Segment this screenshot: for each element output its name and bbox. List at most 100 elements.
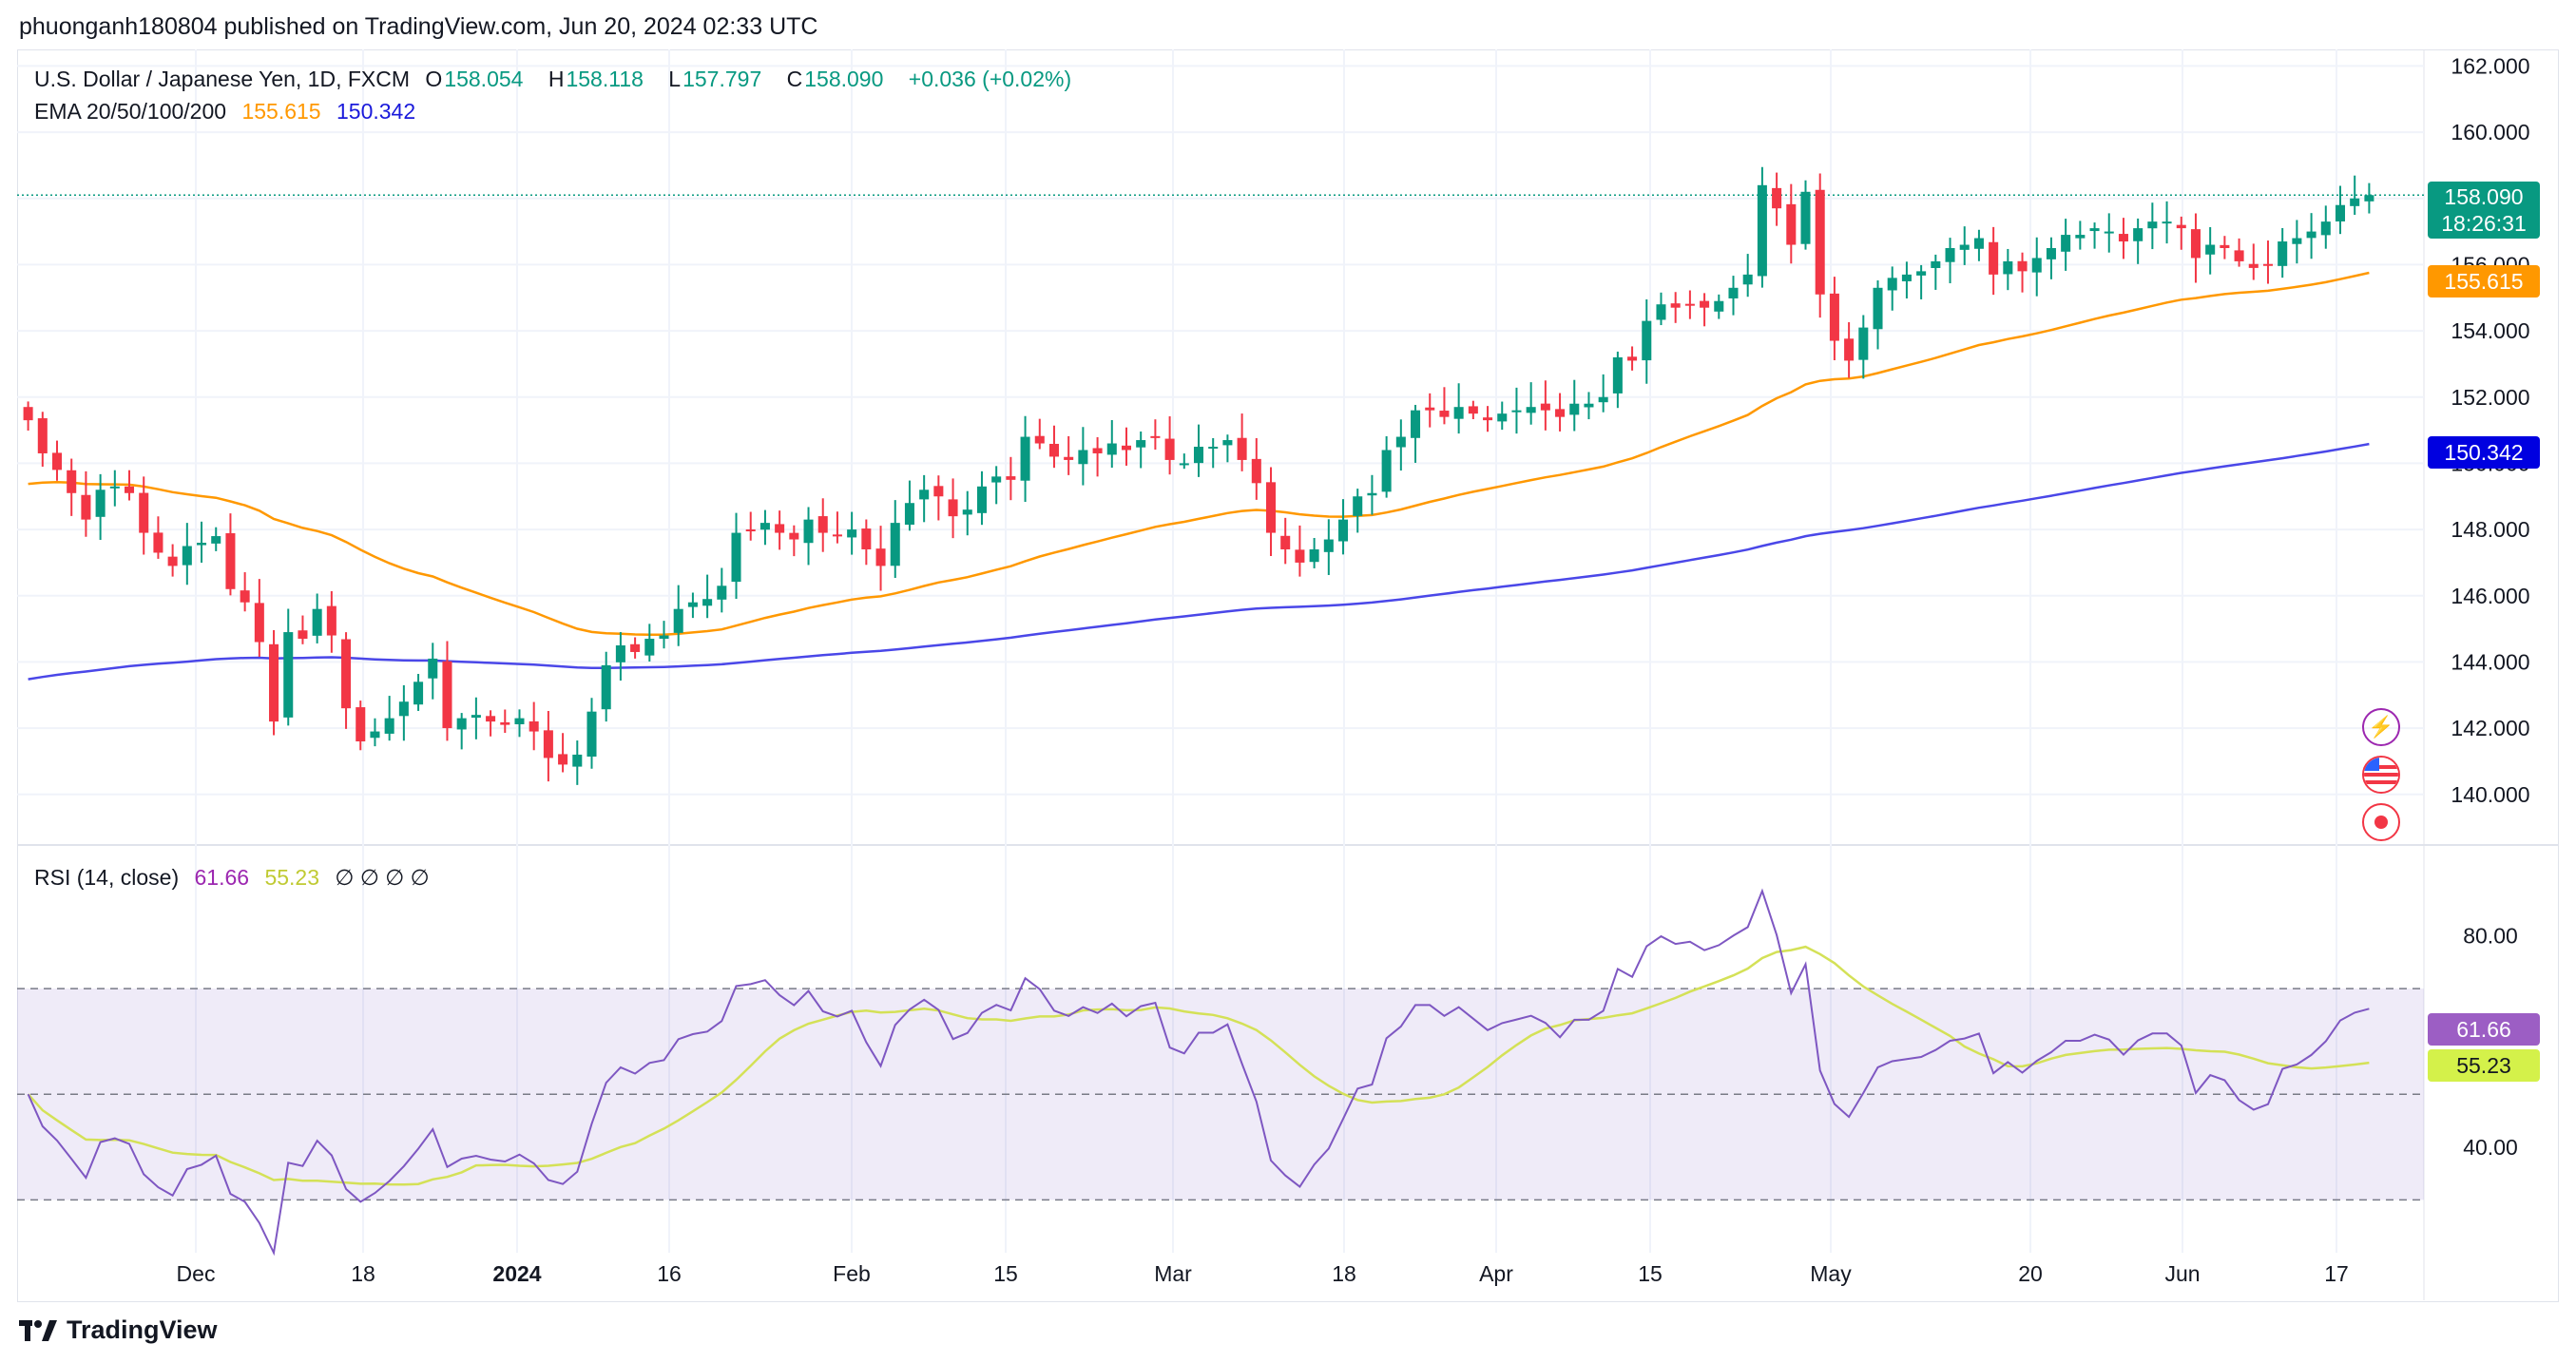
candle-body [1555, 409, 1566, 417]
open-value: 158.054 [444, 67, 524, 91]
candle-body [514, 718, 525, 724]
time-tick-label: Apr [1479, 1261, 1513, 1286]
candle-body [847, 529, 857, 538]
ema-orange-tag: 155.615 [2428, 265, 2540, 298]
open-label: O [425, 67, 443, 91]
candle-body [2147, 221, 2158, 229]
us-flag-icon[interactable] [2362, 756, 2400, 794]
candle-body [1612, 356, 1623, 394]
candle-body [1858, 327, 1869, 360]
candle-body [211, 536, 221, 544]
candle-body [1222, 440, 1233, 446]
time-tick-label: Jun [2164, 1261, 2200, 1286]
price-tick-label: 162.000 [2451, 53, 2529, 78]
candle-body [413, 682, 424, 705]
symbol-label[interactable]: U.S. Dollar / Japanese Yen, 1D, FXCM [34, 67, 411, 91]
candle-body [1006, 476, 1016, 480]
candle-body [356, 707, 366, 742]
candle-body [1989, 241, 1999, 275]
price-tick-label: 160.000 [2451, 120, 2529, 144]
price-tick-label: 142.000 [2451, 716, 2529, 740]
candle-body [586, 711, 597, 758]
candle-body [1844, 338, 1855, 361]
candle-body [2320, 221, 2331, 236]
candle-body [1078, 450, 1088, 465]
candle-body [775, 524, 785, 533]
lightning-icon[interactable]: ⚡ [2362, 708, 2400, 746]
candle-body [312, 608, 322, 636]
candle-body [2046, 248, 2056, 259]
candle-body [2118, 234, 2128, 242]
candle-body [1048, 443, 1059, 457]
change-value: +0.036 (+0.02%) [908, 67, 1072, 91]
ema-legend[interactable]: EMA 20/50/100/200 155.615 150.342 [34, 99, 425, 125]
candle-body [1425, 407, 1435, 411]
publisher-header: phuonganh180804 published on TradingView… [19, 13, 818, 40]
time-tick-label: Feb [833, 1261, 871, 1286]
candle-body [1439, 411, 1450, 417]
tradingview-footer[interactable]: TradingView [19, 1315, 218, 1345]
candle-body [384, 718, 394, 734]
ema-value-blue: 150.342 [336, 99, 416, 124]
candle-body [167, 556, 178, 566]
candle-body [1179, 463, 1189, 466]
bar-countdown: 18:26:31 [2441, 211, 2527, 236]
time-tick-label: Mar [1154, 1261, 1192, 1286]
time-tick-label: 18 [1332, 1261, 1356, 1286]
candle-body [1121, 445, 1132, 451]
rsi-legend[interactable]: RSI (14, close) 61.66 55.23 ∅ ∅ ∅ ∅ [34, 865, 439, 891]
chart-panel[interactable] [17, 49, 2559, 1302]
candle-body [1453, 407, 1464, 419]
candle-body [948, 499, 958, 517]
candle-body [1786, 203, 1797, 245]
candle-body [904, 503, 914, 526]
candle-layer [23, 166, 2374, 785]
rsi-line [27, 888, 2370, 1257]
high-value: 158.118 [566, 67, 644, 91]
candle-body [1598, 396, 1608, 403]
candle-body [298, 630, 308, 640]
candle-body [2364, 195, 2374, 202]
candle-body [832, 534, 842, 537]
candle-body [1931, 260, 1941, 268]
rsi-ma-value: 55.23 [264, 865, 320, 890]
close-value: 158.090 [804, 67, 884, 91]
low-value: 157.797 [682, 67, 762, 91]
candle-body [1959, 244, 1970, 250]
candle-body [1353, 496, 1363, 516]
price-tick-label: 154.000 [2451, 318, 2529, 343]
candle-body [1569, 403, 1580, 415]
candle-body [486, 716, 496, 722]
candle-body [225, 533, 236, 589]
record-icon[interactable] [2362, 803, 2400, 841]
candle-body [890, 523, 900, 566]
candle-body [1468, 406, 1478, 414]
candle-body [1800, 191, 1811, 244]
candle-body [37, 418, 48, 453]
candle-body [2306, 231, 2316, 239]
candle-body [1150, 435, 1161, 438]
candle-body [2104, 231, 2114, 234]
ema-value-orange: 155.615 [241, 99, 321, 124]
candle-body [1945, 248, 1955, 262]
candle-body [1901, 274, 1912, 281]
candle-body [817, 516, 828, 533]
candle-body [529, 720, 539, 732]
time-tick-label: 16 [657, 1261, 682, 1286]
candle-body [731, 532, 741, 583]
candle-body [1815, 189, 1825, 295]
candle-body [2162, 221, 2172, 224]
candle-body [398, 701, 409, 717]
candle-body [861, 528, 872, 549]
candle-body [1714, 300, 1724, 312]
candle-body [1020, 436, 1030, 481]
candle-body [1251, 458, 1261, 484]
candle-body [2003, 260, 2013, 275]
candle-body [1873, 287, 1883, 330]
candle-body [1728, 287, 1739, 298]
candle-body [2234, 250, 2244, 261]
candle-body [1208, 447, 1219, 449]
time-tick-label: May [1810, 1261, 1852, 1286]
candle-body [630, 643, 641, 652]
